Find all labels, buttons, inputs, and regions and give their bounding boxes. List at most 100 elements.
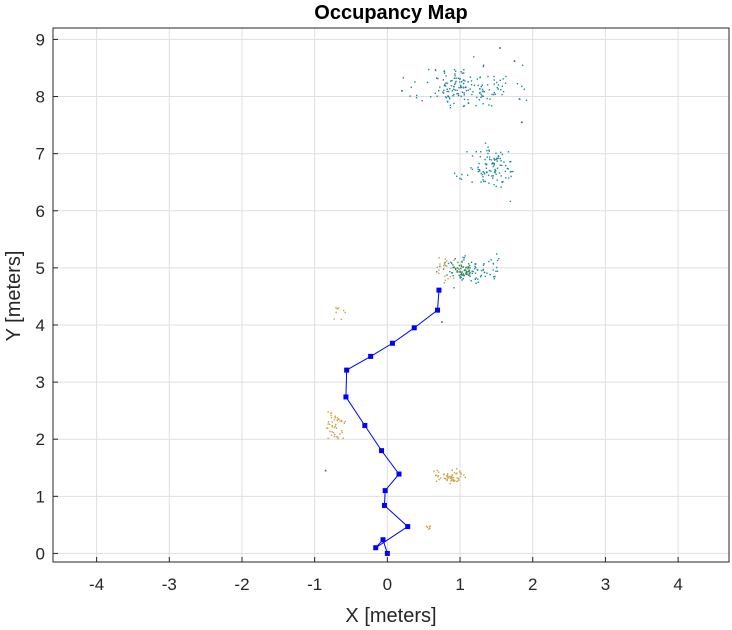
occupancy-point (478, 99, 480, 101)
y-tick-label: 2 (36, 430, 45, 449)
occupancy-point (460, 265, 463, 268)
occupancy-point (486, 149, 488, 152)
occupancy-point (472, 91, 474, 93)
occupancy-point (456, 468, 458, 470)
occupancy-point (459, 85, 462, 87)
occupancy-point (480, 269, 483, 272)
occupancy-point (453, 83, 456, 86)
occupancy-point (481, 95, 483, 98)
occupancy-point (446, 90, 448, 93)
occupancy-point (483, 263, 485, 265)
axis-ticks: -4 -3 -2 -1 0 1 2 3 4 0 1 2 3 4 5 6 7 8 9 (36, 30, 683, 594)
occupancy-point (324, 469, 327, 472)
occupancy-point (464, 269, 466, 271)
occupancy-point (334, 415, 336, 417)
occupancy-point (459, 77, 461, 80)
occupancy-point (482, 64, 485, 66)
occupancy-point (463, 94, 465, 96)
occupancy-point (454, 267, 457, 270)
occupancy-point (327, 411, 329, 413)
occupancy-point (521, 85, 523, 88)
occupancy-point (493, 183, 495, 186)
occupancy-point (451, 479, 454, 481)
occupancy-point (474, 265, 476, 268)
occupancy-point (456, 480, 458, 483)
occupancy-point (507, 177, 510, 179)
occupancy-point (495, 266, 498, 269)
occupancy-point (482, 269, 484, 271)
occupancy-point (471, 168, 474, 171)
occupancy-point (495, 173, 497, 176)
occupancy-point (499, 47, 501, 49)
occupancy-point (455, 268, 457, 271)
occupancy-point (492, 177, 494, 179)
occupancy-point (457, 94, 460, 97)
occupancy-point (523, 88, 526, 90)
occupancy-point (449, 106, 452, 109)
occupancy-point (466, 151, 468, 153)
occupancy-point (482, 103, 484, 105)
occupancy-point (460, 86, 462, 89)
occupancy-point (444, 275, 446, 277)
occupancy-point (443, 263, 446, 265)
occupancy-point (495, 270, 497, 273)
occupancy-point (467, 266, 469, 268)
occupancy-point (475, 150, 478, 153)
occupancy-point (446, 100, 449, 103)
occupancy-point (501, 93, 503, 96)
occupancy-point (460, 81, 463, 83)
occupancy-point (331, 426, 333, 428)
chart-title: Occupancy Map (314, 2, 467, 24)
occupancy-point (481, 90, 484, 93)
occupancy-point (428, 68, 430, 71)
occupancy-point (443, 282, 446, 284)
occupancy-point (446, 88, 448, 90)
occupancy-point (493, 162, 495, 165)
x-tick-label: 4 (673, 575, 682, 594)
occupancy-point (452, 95, 454, 97)
occupancy-point (498, 257, 500, 260)
occupancy-point (503, 161, 505, 163)
occupancy-point (451, 469, 454, 472)
occupancy-point (428, 528, 430, 530)
occupancy-point (464, 86, 467, 88)
occupancy-point (333, 433, 336, 436)
occupancy-point (493, 164, 495, 166)
occupancy-point (504, 170, 507, 173)
y-tick-label: 6 (36, 202, 45, 221)
occupancy-point (461, 91, 464, 93)
occupancy-point (481, 88, 484, 91)
occupancy-point (493, 91, 495, 94)
occupancy-point (493, 75, 495, 78)
occupancy-point (442, 268, 445, 270)
occupancy-point (474, 272, 477, 274)
occupancy-point (447, 477, 450, 479)
occupancy-point (468, 272, 471, 275)
occupancy-point (470, 80, 473, 82)
occupancy-point (477, 281, 479, 284)
occupancy-point (469, 76, 472, 78)
occupancy-point (452, 264, 454, 266)
occupancy-point (437, 475, 440, 477)
occupancy-point (458, 268, 460, 270)
occupancy-point (496, 157, 498, 159)
y-tick-label: 7 (36, 145, 45, 164)
trajectory-point (405, 524, 411, 530)
occupancy-point (439, 86, 441, 88)
trajectory-point (382, 488, 388, 494)
occupancy-point (438, 257, 440, 259)
occupancy-point (467, 89, 470, 91)
occupancy-point (328, 423, 331, 425)
occupancy-point (484, 142, 487, 144)
x-tick-label: -2 (234, 575, 249, 594)
occupancy-point (421, 99, 423, 102)
occupancy-point (429, 525, 431, 527)
occupancy-point (519, 98, 521, 101)
occupancy-point (466, 174, 469, 176)
occupancy-points (324, 47, 528, 530)
occupancy-point (455, 473, 457, 475)
occupancy-point (475, 104, 477, 107)
occupancy-point (444, 83, 446, 86)
occupancy-point (492, 165, 494, 168)
occupancy-point (478, 169, 481, 171)
